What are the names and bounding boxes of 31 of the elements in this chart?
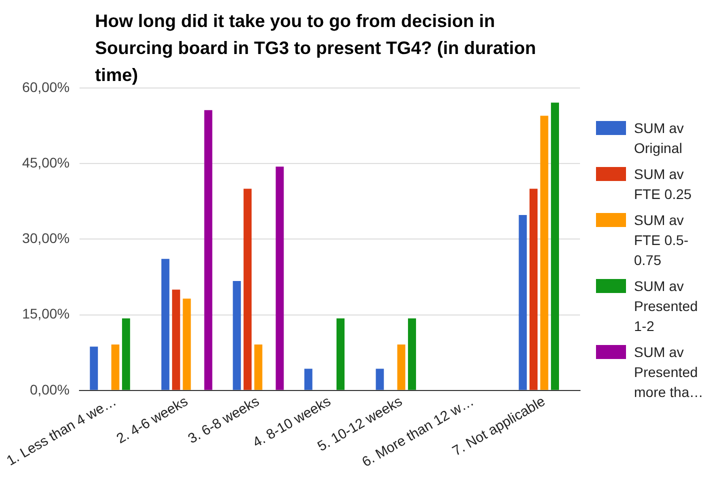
bar	[518, 215, 527, 390]
bar	[204, 110, 212, 390]
legend-label: SUM av FTE 0.5-0.75	[634, 211, 690, 270]
bar	[172, 290, 180, 390]
bar	[540, 116, 548, 390]
legend-label: SUM av FTE 0.25	[634, 165, 693, 204]
legend-label: SUM av Original	[634, 119, 685, 158]
bar	[336, 318, 345, 390]
legend-label: SUM av Presented 1-2	[634, 277, 699, 336]
chart-title: How long did it take you to go from decision in Sourcing board in TG3 to present TG4? (in duration time)	[95, 10, 538, 87]
bar	[254, 344, 262, 390]
bar	[408, 318, 416, 390]
bar	[276, 166, 284, 390]
bar	[122, 318, 130, 390]
y-tick-label: 30,00%	[22, 230, 70, 246]
bar	[244, 188, 252, 390]
bar	[397, 344, 406, 390]
y-tick-label: 45,00%	[22, 154, 70, 170]
y-tick-label: 15,00%	[22, 306, 70, 322]
bar	[111, 344, 120, 390]
bar	[530, 188, 538, 390]
bar	[90, 346, 98, 390]
bar	[304, 368, 312, 390]
y-tick-label: 0,00%	[30, 381, 70, 398]
y-tick-label: 60,00%	[22, 78, 70, 95]
bar	[550, 102, 559, 390]
legend-label: SUM av Presented more tha…	[634, 343, 704, 402]
bar	[161, 258, 170, 390]
bar	[376, 368, 384, 390]
bar	[182, 298, 191, 390]
bar	[232, 281, 241, 390]
